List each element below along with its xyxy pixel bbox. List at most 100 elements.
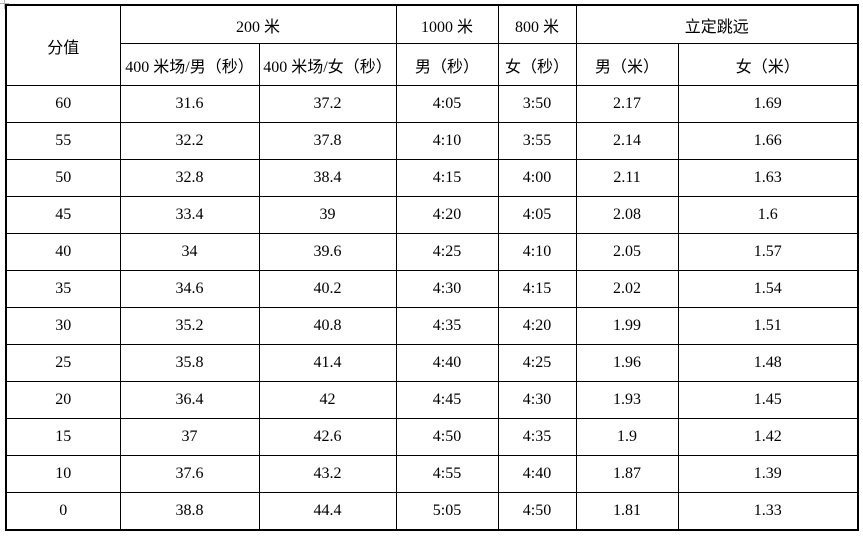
table-header: 分值 200 米 1000 米 800 米 立定跳远 400 米场/男（秒） 4… <box>5 4 859 86</box>
header-800m-female-seconds: 女（秒） <box>497 43 577 86</box>
value-cell: 4:25 <box>497 344 577 382</box>
score-cell: 40 <box>5 233 121 271</box>
header-400m-track-male-seconds: 400 米场/男（秒） <box>119 43 260 86</box>
header-group-standing-long-jump: 立定跳远 <box>575 4 859 44</box>
value-cell: 38.4 <box>258 159 397 197</box>
value-cell: 1.51 <box>677 307 859 345</box>
value-cell: 2.05 <box>575 233 679 271</box>
value-cell: 4:15 <box>395 159 499 197</box>
table-row: 40 34 39.6 4:25 4:10 2.05 1.57 <box>5 233 859 271</box>
table-body: 60 31.6 37.2 4:05 3:50 2.17 1.69 55 32.2 37.8 4:10… <box>5 85 859 531</box>
value-cell: 2.17 <box>575 85 679 123</box>
header-1000m-male-seconds: 男（秒） <box>395 43 499 86</box>
value-cell: 31.6 <box>119 85 260 123</box>
value-cell: 39 <box>258 196 397 234</box>
value-cell: 4:25 <box>395 233 499 271</box>
value-cell: 40.8 <box>258 307 397 345</box>
header-jump-male-meters: 男（米） <box>575 43 679 86</box>
score-cell: 35 <box>5 270 121 308</box>
value-cell: 4:20 <box>395 196 499 234</box>
header-group-200m: 200 米 <box>119 4 397 44</box>
corner-handle-vertical-tick <box>4 0 5 9</box>
value-cell: 5:05 <box>395 492 499 531</box>
header-group-row: 分值 200 米 1000 米 800 米 立定跳远 <box>5 4 859 86</box>
value-cell: 37.6 <box>119 455 260 493</box>
value-cell: 2.02 <box>575 270 679 308</box>
value-cell: 40.2 <box>258 270 397 308</box>
value-cell: 1.99 <box>575 307 679 345</box>
value-cell: 1.63 <box>677 159 859 197</box>
value-cell: 1.57 <box>677 233 859 271</box>
value-cell: 34 <box>119 233 260 271</box>
corner-handle-horizontal-tick <box>0 3 9 4</box>
value-cell: 4:35 <box>395 307 499 345</box>
value-cell: 4:10 <box>497 233 577 271</box>
value-cell: 35.8 <box>119 344 260 382</box>
value-cell: 1.6 <box>677 196 859 234</box>
score-cell: 60 <box>5 85 121 123</box>
score-cell: 50 <box>5 159 121 197</box>
value-cell: 1.45 <box>677 381 859 419</box>
value-cell: 43.2 <box>258 455 397 493</box>
table-row: 55 32.2 37.8 4:10 3:55 2.14 1.66 <box>5 122 859 160</box>
value-cell: 4:35 <box>497 418 577 456</box>
score-cell: 20 <box>5 381 121 419</box>
value-cell: 1.9 <box>575 418 679 456</box>
value-cell: 4:45 <box>395 381 499 419</box>
value-cell: 35.2 <box>119 307 260 345</box>
value-cell: 34.6 <box>119 270 260 308</box>
table-row: 10 37.6 43.2 4:55 4:40 1.87 1.39 <box>5 455 859 493</box>
value-cell: 4:50 <box>395 418 499 456</box>
value-cell: 4:50 <box>497 492 577 531</box>
value-cell: 4:05 <box>395 85 499 123</box>
table-row: 50 32.8 38.4 4:15 4:00 2.11 1.63 <box>5 159 859 197</box>
score-cell: 10 <box>5 455 121 493</box>
value-cell: 4:55 <box>395 455 499 493</box>
fitness-score-table: 分值 200 米 1000 米 800 米 立定跳远 400 米场/男（秒） 4… <box>5 4 860 531</box>
value-cell: 33.4 <box>119 196 260 234</box>
header-400m-track-female-seconds: 400 米场/女（秒） <box>258 43 397 86</box>
value-cell: 4:40 <box>497 455 577 493</box>
value-cell: 4:05 <box>497 196 577 234</box>
value-cell: 4:30 <box>395 270 499 308</box>
value-cell: 4:30 <box>497 381 577 419</box>
value-cell: 4:20 <box>497 307 577 345</box>
header-jump-female-meters: 女（米） <box>677 43 859 86</box>
table-row: 30 35.2 40.8 4:35 4:20 1.99 1.51 <box>5 307 859 345</box>
value-cell: 37.2 <box>258 85 397 123</box>
table-corner-handle-icon <box>0 0 10 10</box>
score-cell: 15 <box>5 418 121 456</box>
value-cell: 4:40 <box>395 344 499 382</box>
table-row: 15 37 42.6 4:50 4:35 1.9 1.42 <box>5 418 859 456</box>
score-cell: 45 <box>5 196 121 234</box>
table-row: 0 38.8 44.4 5:05 4:50 1.81 1.33 <box>5 492 859 531</box>
value-cell: 1.69 <box>677 85 859 123</box>
value-cell: 1.87 <box>575 455 679 493</box>
score-table-container: 分值 200 米 1000 米 800 米 立定跳远 400 米场/男（秒） 4… <box>5 4 860 531</box>
value-cell: 1.39 <box>677 455 859 493</box>
score-cell: 0 <box>5 492 121 531</box>
header-group-800m: 800 米 <box>497 4 577 44</box>
value-cell: 37 <box>119 418 260 456</box>
value-cell: 32.2 <box>119 122 260 160</box>
header-group-1000m: 1000 米 <box>395 4 499 44</box>
score-cell: 55 <box>5 122 121 160</box>
value-cell: 1.96 <box>575 344 679 382</box>
value-cell: 2.11 <box>575 159 679 197</box>
value-cell: 1.81 <box>575 492 679 531</box>
value-cell: 2.14 <box>575 122 679 160</box>
table-row: 35 34.6 40.2 4:30 4:15 2.02 1.54 <box>5 270 859 308</box>
value-cell: 1.66 <box>677 122 859 160</box>
value-cell: 37.8 <box>258 122 397 160</box>
value-cell: 1.48 <box>677 344 859 382</box>
value-cell: 42.6 <box>258 418 397 456</box>
value-cell: 1.93 <box>575 381 679 419</box>
table-row: 25 35.8 41.4 4:40 4:25 1.96 1.48 <box>5 344 859 382</box>
value-cell: 4:00 <box>497 159 577 197</box>
value-cell: 42 <box>258 381 397 419</box>
value-cell: 44.4 <box>258 492 397 531</box>
value-cell: 2.08 <box>575 196 679 234</box>
value-cell: 32.8 <box>119 159 260 197</box>
value-cell: 38.8 <box>119 492 260 531</box>
